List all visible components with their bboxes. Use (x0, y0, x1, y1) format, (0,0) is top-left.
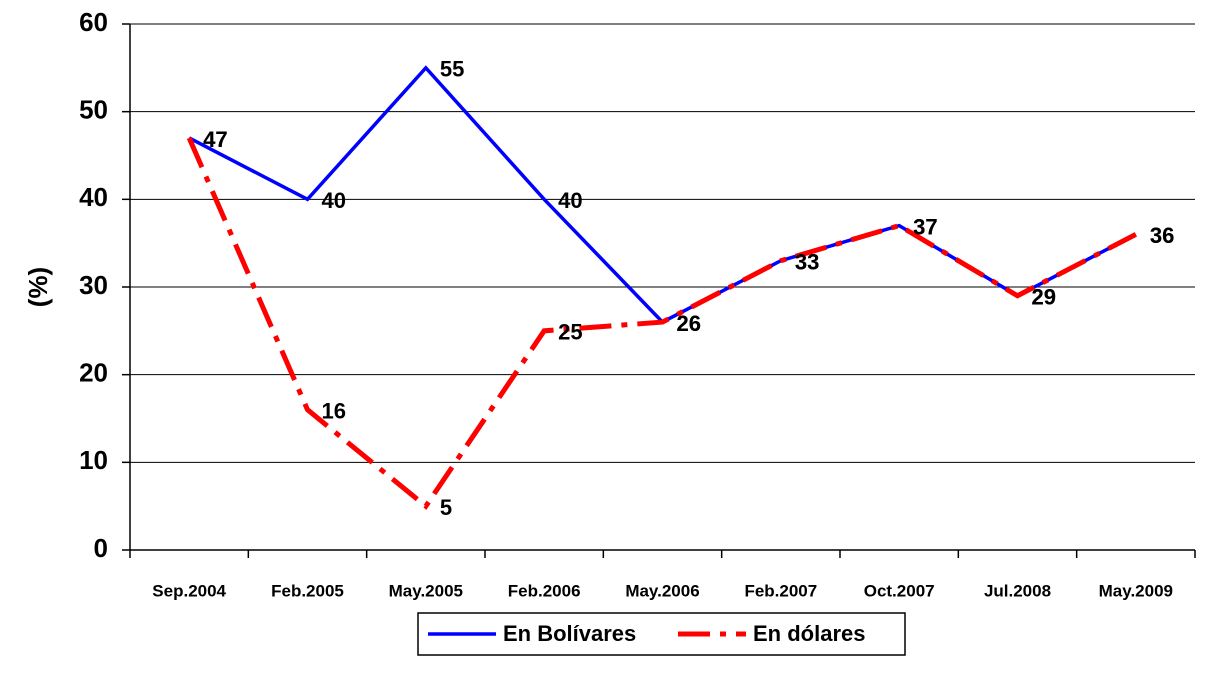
data-label: 26 (677, 311, 701, 336)
data-label: 36 (1150, 223, 1174, 248)
x-tick-label: Sep.2004 (152, 581, 226, 600)
data-label: 29 (1032, 285, 1056, 310)
y-tick-label: 50 (79, 95, 108, 125)
y-tick-label: 20 (79, 358, 108, 388)
data-label: 36 (1150, 223, 1174, 248)
y-axis-label: (%) (23, 267, 53, 307)
legend-label: En dólares (753, 621, 865, 646)
x-tick-label: Feb.2005 (271, 581, 344, 600)
data-label: 29 (1032, 285, 1056, 310)
data-label: 5 (440, 495, 452, 520)
data-label: 37 (913, 214, 937, 239)
data-label: 25 (558, 320, 582, 345)
x-tick-label: Jul.2008 (984, 581, 1051, 600)
data-label: 55 (440, 57, 464, 82)
x-tick-label: Oct.2007 (864, 581, 935, 600)
data-label: 47 (203, 127, 227, 152)
data-label: 40 (558, 188, 582, 213)
legend-label: En Bolívares (503, 621, 636, 646)
x-tick-label: Feb.2007 (744, 581, 817, 600)
data-label: 47 (203, 127, 227, 152)
x-tick-label: May.2006 (625, 581, 699, 600)
data-label: 33 (795, 250, 819, 275)
x-tick-label: May.2009 (1099, 581, 1173, 600)
y-tick-label: 10 (79, 445, 108, 475)
x-tick-label: May.2005 (389, 581, 463, 600)
legend-box (417, 612, 906, 656)
data-label: 16 (322, 399, 346, 424)
data-label: 40 (322, 188, 346, 213)
series-line (186, 136, 1137, 510)
y-tick-label: 40 (79, 182, 108, 212)
y-tick-label: 0 (94, 533, 108, 563)
y-tick-label: 60 (79, 7, 108, 37)
x-tick-label: Feb.2006 (508, 581, 581, 600)
y-tick-label: 30 (79, 270, 108, 300)
